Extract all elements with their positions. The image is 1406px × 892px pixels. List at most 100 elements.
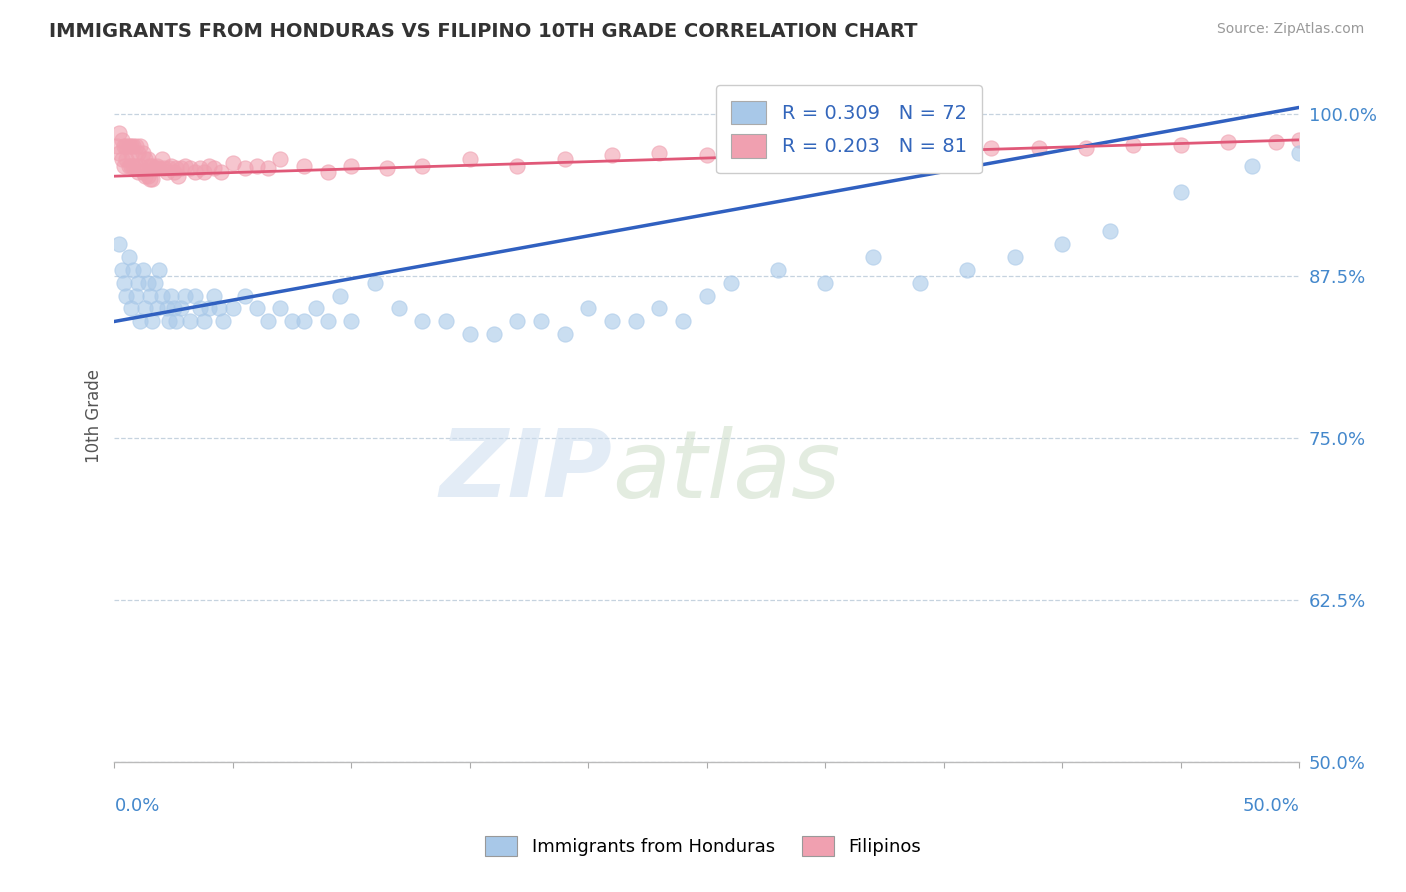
Point (212, 314, 235, 328)
Point (932, 143, 955, 157)
Point (139, 159, 162, 173)
Point (125, 139, 148, 153)
Point (506, 159, 529, 173)
Point (233, 288, 256, 302)
Point (105, 139, 128, 153)
Point (862, 250, 884, 264)
Point (696, 148, 718, 162)
Point (1004, 250, 1026, 264)
Point (108, 236, 131, 251)
Point (202, 161, 225, 176)
Point (316, 165, 339, 179)
Point (112, 159, 135, 173)
Point (120, 145, 142, 160)
Point (198, 301, 221, 316)
Point (316, 314, 339, 328)
Point (886, 143, 908, 157)
Point (188, 301, 211, 316)
Point (209, 165, 232, 179)
Point (129, 139, 152, 153)
Point (1240, 159, 1263, 173)
Point (1122, 138, 1144, 153)
Point (139, 171, 162, 186)
Point (167, 169, 190, 184)
Point (157, 314, 180, 328)
Point (257, 161, 280, 176)
Point (155, 165, 177, 179)
Point (458, 153, 481, 167)
Point (153, 161, 176, 176)
Text: Source: ZipAtlas.com: Source: ZipAtlas.com (1216, 22, 1364, 37)
Point (411, 314, 433, 328)
Point (115, 139, 138, 153)
Point (112, 276, 135, 290)
Point (696, 288, 718, 302)
Point (184, 288, 207, 302)
Text: ZIP: ZIP (439, 425, 612, 517)
Point (146, 159, 169, 173)
Point (624, 314, 647, 328)
Point (160, 288, 183, 302)
Point (208, 301, 231, 316)
Point (115, 288, 138, 302)
Point (132, 145, 155, 160)
Point (120, 139, 142, 153)
Point (375, 161, 398, 176)
Point (1216, 136, 1239, 150)
Point (146, 301, 169, 316)
Point (269, 153, 291, 167)
Point (170, 301, 193, 316)
Point (245, 301, 267, 316)
Point (143, 161, 166, 176)
Point (1288, 133, 1310, 147)
Point (108, 145, 131, 160)
Point (117, 159, 139, 173)
Text: 50.0%: 50.0% (1243, 797, 1299, 815)
Point (340, 159, 363, 173)
Point (150, 153, 173, 167)
Point (110, 262, 132, 277)
Point (143, 276, 166, 290)
Point (120, 301, 142, 316)
Point (742, 145, 765, 160)
Point (388, 301, 411, 316)
Point (127, 145, 149, 160)
Point (174, 159, 197, 173)
Point (292, 159, 315, 173)
Point (163, 301, 186, 316)
Point (150, 288, 173, 302)
Point (136, 153, 159, 167)
Point (184, 165, 207, 179)
Point (193, 314, 215, 328)
Point (1170, 138, 1192, 153)
Point (292, 314, 315, 328)
Point (554, 327, 576, 342)
Point (980, 141, 1002, 155)
Point (117, 139, 139, 153)
Point (222, 301, 245, 316)
Point (120, 159, 142, 173)
Point (148, 262, 170, 277)
Point (134, 153, 156, 167)
Point (193, 165, 215, 179)
Point (122, 262, 145, 277)
Point (136, 169, 159, 184)
Point (141, 159, 163, 173)
Point (127, 165, 149, 179)
Point (125, 159, 148, 173)
Point (1264, 136, 1286, 150)
Point (155, 301, 177, 316)
Point (554, 153, 576, 167)
Point (766, 262, 789, 277)
Point (174, 288, 197, 302)
Point (600, 148, 623, 162)
Point (222, 156, 245, 170)
Point (115, 153, 138, 167)
Point (122, 159, 145, 173)
Point (163, 165, 186, 179)
Point (160, 159, 183, 173)
Point (179, 314, 201, 328)
Point (720, 276, 742, 290)
Point (411, 159, 433, 173)
Point (179, 161, 201, 176)
